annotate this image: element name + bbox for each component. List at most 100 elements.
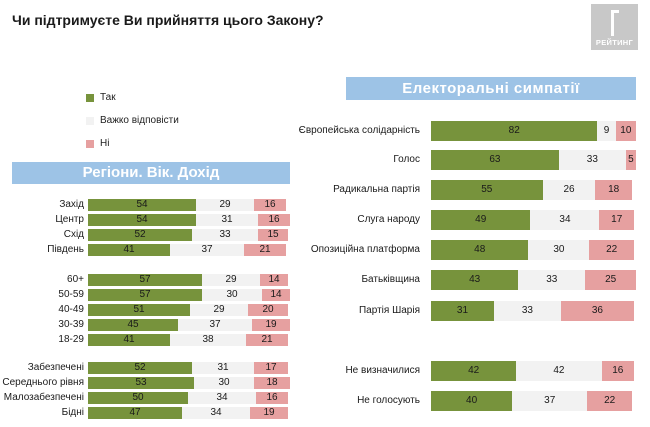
row-label: Малозабезпечені (3, 392, 84, 403)
legend-label-yes: Так (100, 92, 116, 103)
bar-yes: 40 (431, 391, 513, 411)
bar-hard: 31 (196, 214, 258, 226)
legend-swatch-no (86, 140, 94, 148)
bar-hard: 34 (188, 392, 256, 404)
bar-yes: 42 (431, 361, 517, 381)
bar-yes: 54 (88, 214, 196, 226)
bar-hard: 42 (516, 361, 602, 381)
bar-no: 22 (587, 391, 632, 411)
logo-mark-icon (611, 10, 619, 36)
bar-no: 16 (256, 392, 288, 404)
bar-hard: 38 (170, 334, 246, 346)
bar-yes: 48 (431, 240, 529, 260)
bar-no: 16 (254, 199, 286, 211)
regions-age-income-banner: Регіони. Вік. Дохід (12, 162, 290, 184)
row-label: Радикальна партія (333, 184, 420, 195)
bar-no: 14 (262, 289, 290, 301)
bar-no: 14 (260, 274, 288, 286)
bar-hard: 29 (190, 304, 248, 316)
row-label: Батьківщина (361, 274, 420, 285)
bar-yes: 55 (431, 180, 543, 200)
bar-yes: 50 (88, 392, 188, 404)
bar-yes: 47 (88, 407, 182, 419)
bar-hard: 30 (194, 377, 254, 389)
bar-yes: 49 (431, 210, 531, 230)
bar-no: 17 (254, 362, 288, 374)
bar-no: 18 (254, 377, 290, 389)
bar-hard: 30 (202, 289, 262, 301)
bar-hard: 37 (170, 244, 244, 256)
row-label: Голос (393, 154, 420, 165)
bar-no: 19 (250, 407, 288, 419)
logo-text: РЕЙТИНГ (595, 38, 634, 47)
page-title: Чи підтримуєте Ви прийняття цього Закону… (12, 12, 324, 28)
bar-no: 20 (248, 304, 288, 316)
row-label: 50-59 (58, 289, 84, 300)
legend-swatch-yes (86, 94, 94, 102)
legend-label-hard: Важко відповісти (100, 115, 179, 126)
bar-hard: 33 (518, 270, 586, 290)
legend-swatch-hard (86, 117, 94, 125)
bar-no: 36 (560, 301, 634, 321)
bar-no: 21 (246, 334, 288, 346)
bar-yes: 41 (88, 244, 170, 256)
bar-no: 16 (601, 361, 634, 381)
bar-no: 5 (625, 150, 637, 170)
bar-hard: 29 (196, 199, 254, 211)
bar-yes: 53 (88, 377, 194, 389)
bar-hard: 34 (530, 210, 600, 230)
bar-yes: 63 (431, 150, 559, 170)
row-label: Слуга народу (357, 214, 420, 225)
row-label: Опозиційна платформа (310, 244, 420, 255)
bar-yes: 54 (88, 199, 196, 211)
bar-no: 25 (585, 270, 637, 290)
row-label: 30-39 (58, 319, 84, 330)
bar-yes: 52 (88, 362, 192, 374)
bar-no: 19 (252, 319, 290, 331)
bar-hard: 26 (542, 180, 596, 200)
bar-no: 21 (244, 244, 286, 256)
bar-hard: 33 (493, 301, 561, 321)
bar-no: 22 (589, 240, 634, 260)
bar-no: 15 (258, 229, 288, 241)
row-label: Центр (55, 214, 84, 225)
bar-hard: 33 (558, 150, 626, 170)
bar-yes: 41 (88, 334, 170, 346)
row-label: Середнього рівня (2, 377, 84, 388)
bar-no: 18 (595, 180, 632, 200)
bar-hard: 34 (182, 407, 250, 419)
bar-yes: 51 (88, 304, 190, 316)
bar-hard: 30 (528, 240, 590, 260)
row-label: Південь (47, 244, 84, 255)
row-label: Партія Шарія (358, 305, 420, 316)
bar-hard: 31 (192, 362, 254, 374)
row-label: 40-49 (58, 304, 84, 315)
bar-yes: 82 (431, 121, 598, 141)
row-label: Забезпечені (27, 362, 84, 373)
electoral-sympathies-banner: Електоральні симпатії (346, 77, 636, 100)
bar-no: 17 (599, 210, 634, 230)
row-label: Не визначилися (345, 365, 420, 376)
bar-yes: 31 (431, 301, 494, 321)
row-label: Схід (63, 229, 84, 240)
rating-logo: РЕЙТИНГ (591, 4, 638, 50)
bar-hard: 9 (597, 121, 616, 141)
bar-yes: 57 (88, 289, 202, 301)
bar-yes: 57 (88, 274, 202, 286)
bar-yes: 45 (88, 319, 178, 331)
legend-label-no: Ні (100, 138, 110, 149)
row-label: Не голосують (357, 395, 420, 406)
bar-yes: 52 (88, 229, 192, 241)
bar-hard: 33 (192, 229, 258, 241)
row-label: Бідні (61, 407, 84, 418)
row-label: 60+ (67, 274, 84, 285)
row-label: Європейська солідарність (298, 125, 420, 136)
row-label: 18-29 (58, 334, 84, 345)
bar-no: 10 (615, 121, 637, 141)
bar-hard: 29 (202, 274, 260, 286)
bar-yes: 43 (431, 270, 519, 290)
row-label: Захід (59, 199, 84, 210)
bar-hard: 37 (178, 319, 252, 331)
bar-no: 16 (258, 214, 290, 226)
bar-hard: 37 (512, 391, 588, 411)
